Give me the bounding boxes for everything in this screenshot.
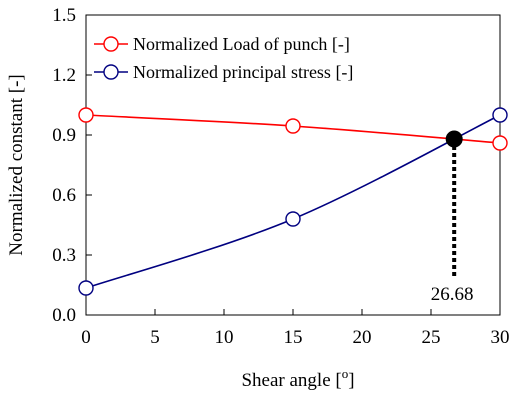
- y-tick-label: 0.0: [52, 305, 76, 326]
- series-2-marker: [285, 211, 301, 227]
- legend-marker-2: [103, 64, 119, 80]
- x-tick-label: 25: [422, 327, 441, 348]
- legend-marker-1: [103, 36, 119, 52]
- legend-label-1: Normalized Load of punch [-]: [133, 34, 350, 54]
- x-tick-label: 5: [150, 327, 160, 348]
- series-1-marker: [492, 135, 508, 151]
- plot-frame: [85, 14, 501, 316]
- y-tick-label: 1.2: [52, 65, 76, 86]
- y-tick-label: 0.6: [52, 185, 76, 206]
- series-2-marker: [78, 280, 94, 296]
- series-layer: [78, 107, 508, 296]
- x-tick-label: 15: [284, 327, 303, 348]
- x-axis-ticks: 0 5 10 15 20 25 30: [81, 309, 510, 348]
- plot-area: [85, 14, 501, 316]
- x-tick-label: 20: [353, 327, 372, 348]
- series-1-marker: [78, 107, 94, 123]
- annotation-layer: 26.68: [431, 130, 474, 305]
- y-axis-ticks: 0.0 0.3 0.6 0.9 1.2 1.5: [52, 5, 92, 326]
- intersection-label: 26.68: [431, 284, 474, 305]
- y-tick-label: 1.5: [52, 5, 76, 26]
- x-axis-title-end: ]: [348, 370, 354, 391]
- y-tick-label: 0.9: [52, 125, 76, 146]
- y-axis-title: Normalized constant [-]: [6, 74, 27, 255]
- x-axis-title-superscript: o: [342, 366, 349, 381]
- legend: Normalized Load of punch [-] Normalized p…: [94, 34, 353, 82]
- series-2-marker: [492, 107, 508, 123]
- y-tick-label: 0.3: [52, 245, 76, 266]
- series-line-2: [85, 114, 501, 289]
- x-tick-label: 30: [491, 327, 510, 348]
- x-tick-label: 10: [215, 327, 234, 348]
- series-1-marker: [285, 118, 301, 134]
- legend-label-2: Normalized principal stress [-]: [133, 62, 353, 82]
- x-tick-label: 0: [81, 327, 91, 348]
- x-axis-title: Shear angle [o]: [241, 366, 354, 391]
- intersection-marker: [445, 130, 463, 148]
